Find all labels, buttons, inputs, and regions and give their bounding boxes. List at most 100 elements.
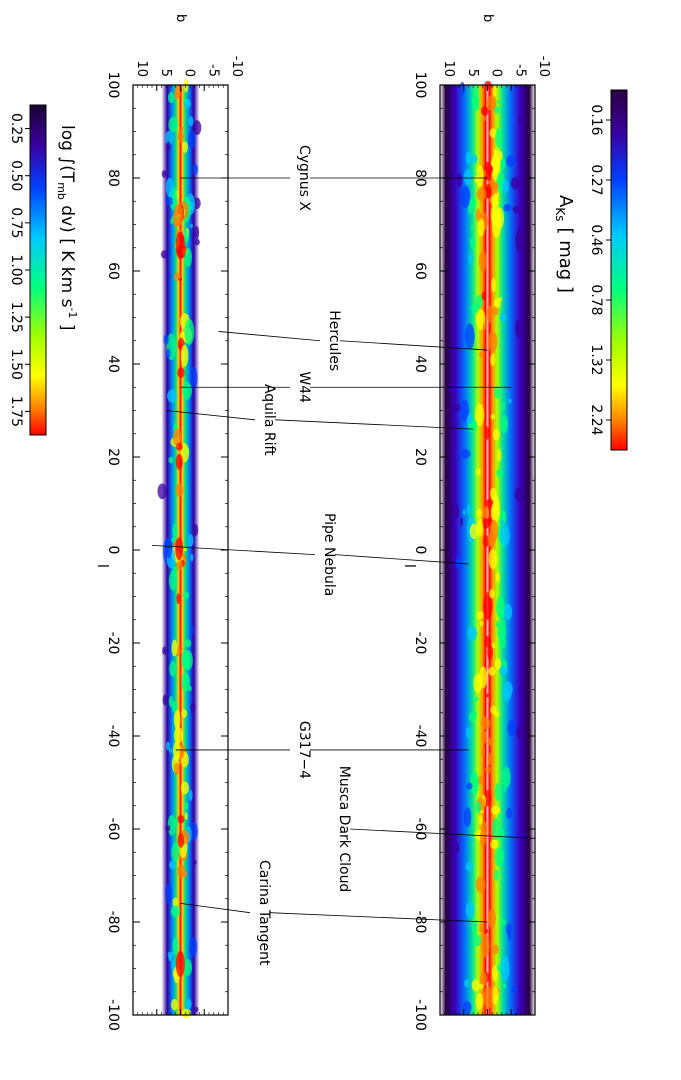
map-clump [490,792,495,798]
map-clump [483,985,493,1010]
map-clump [463,169,473,186]
map-clump [452,503,460,520]
map-clump [184,318,195,346]
map-clump [172,428,182,447]
panel-top-b-axis-label: b [480,14,495,22]
map-clump [463,978,470,988]
map-clump [497,813,502,819]
map-clump [171,639,178,657]
map-clump [496,596,505,619]
map-clump [183,959,193,976]
map-clump [481,746,485,757]
region-annotations: Cygnus X Hercules W44 Aquila Rift Pipe Nebul… [151,145,536,966]
map-clump [505,807,513,819]
map-clump [184,802,189,810]
map-clump [475,800,482,814]
map-clump [481,291,487,301]
map-clump [491,965,498,982]
map-clump [483,534,490,548]
map-clump [163,333,169,345]
map-clump [493,305,499,316]
map-clump [176,243,187,259]
map-clump [476,165,484,188]
map-clump [180,126,184,132]
map-clump [465,323,475,350]
map-clump [168,456,174,464]
map-clump [161,170,167,178]
map-clump [470,225,474,230]
map-clump [469,771,480,795]
map-clump [181,1008,192,1019]
colorbar-tick-label: 0.25 [8,113,24,144]
map-clump [475,876,486,893]
b-tick-label: -10 [229,56,244,77]
map-clump [180,344,189,367]
panel-bottom-axes: 100 80 60 40 20 0 -20 -40 -60 -80 -100 -10 -5 0 5 10 [105,56,244,1031]
map-clump [503,204,512,212]
map-clump [182,141,188,153]
map-clump [160,250,168,259]
map-clump [474,403,485,427]
map-clump [474,175,479,183]
map-clump [473,934,482,947]
annotation-label: Cygnus X [296,145,312,211]
map-clump [190,625,194,635]
annotation-leader-top [334,554,469,565]
colorbar-tick-label: 1.75 [8,396,24,427]
map-clump [167,814,176,836]
map-clump [485,766,492,774]
map-clump [489,538,494,545]
map-clump [504,603,513,621]
map-clump [188,937,198,958]
map-clump [502,179,509,193]
annotation-leader-top [269,912,488,923]
map-clump [515,229,525,252]
map-clump [490,203,501,226]
map-clump [171,842,180,862]
b-tick-label: 10 [134,60,149,77]
map-clump [499,665,508,676]
map-clump [162,646,167,655]
map-clump [476,187,487,201]
map-clump [492,944,499,955]
map-clump [486,95,497,111]
map-clump [489,589,495,599]
map-clump [187,130,196,149]
map-clump [486,305,494,323]
l-tick-label: -100 [412,999,428,1031]
map-clump [162,694,168,706]
map-clump [500,519,505,526]
top-l-axis-label: l [401,564,417,568]
map-clump [167,389,177,403]
map-clump [183,546,187,552]
map-clump [166,741,171,751]
map-clump [469,523,479,539]
map-clump [173,726,183,744]
map-clump [478,250,487,272]
annotation-label: Carina Tangent [256,860,272,966]
map-clump [498,828,505,840]
map-clump [185,998,192,1010]
map-clump [484,929,489,934]
map-clump [165,177,174,198]
l-tick-label: 20 [105,448,121,466]
map-clump [493,869,499,882]
bottom-l-axis-label: l [94,564,110,568]
map-clump [177,832,185,848]
map-clump [172,937,179,955]
map-clump [459,517,464,527]
b-tick-label: -10 [536,56,551,77]
map-clump [165,882,173,904]
map-clump [165,348,171,359]
map-clump [494,184,499,194]
map-clump [167,91,175,104]
map-clump [491,278,496,293]
map-clump [176,442,183,451]
map-clump [476,508,482,518]
map-clump [490,705,497,715]
colorbar-tick-label: 1.00 [8,254,24,285]
map-clump [463,1000,472,1015]
colorbar-tick-label: 1.50 [8,349,24,380]
map-clump [189,223,194,229]
l-tick-label: -60 [412,818,428,841]
